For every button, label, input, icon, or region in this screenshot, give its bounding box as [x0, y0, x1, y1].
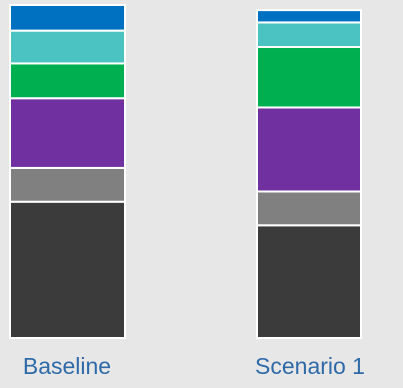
bar-segment [9, 62, 126, 100]
x-tick-label: Scenario 1 [255, 353, 365, 379]
bar-segment [9, 4, 126, 32]
bar-segment [256, 106, 362, 193]
bar-segment [256, 224, 362, 340]
bar-segment [9, 200, 126, 339]
bar-segment [9, 97, 126, 169]
x-tick-label: Baseline [23, 353, 111, 379]
bar-segment [256, 46, 362, 109]
bar-segment [9, 29, 126, 65]
bar-segment [256, 21, 362, 49]
bar-segment [256, 190, 362, 227]
bar-segment [256, 9, 362, 24]
bar-segment [9, 166, 126, 203]
